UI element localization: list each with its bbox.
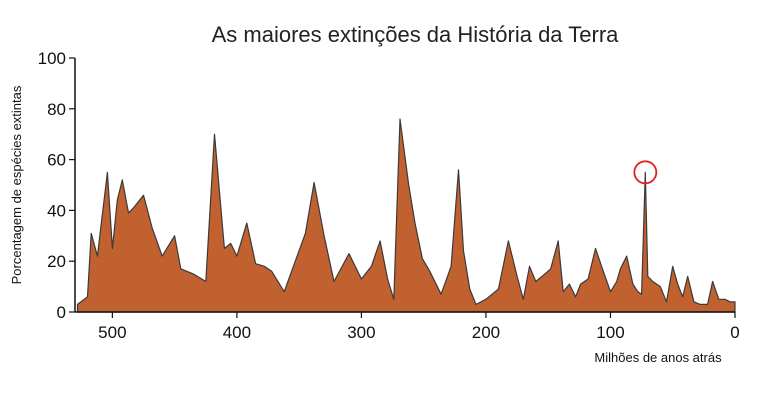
x-tick-label: 500 xyxy=(98,323,126,342)
x-tick-label: 300 xyxy=(347,323,375,342)
axes-layer xyxy=(74,58,735,313)
x-tick-label: 0 xyxy=(730,323,739,342)
ticks-layer: 0 20 40 60 80 100 500 400 300 200 100 0 xyxy=(38,49,740,342)
y-tick-label: 40 xyxy=(47,201,66,220)
y-tick-label: 80 xyxy=(47,100,66,119)
plot-area: 0 20 40 60 80 100 500 400 300 200 100 0 xyxy=(38,49,740,342)
chart-title: As maiores extinções da História da Terr… xyxy=(212,22,620,47)
x-tick-label: 100 xyxy=(596,323,624,342)
x-tick-label: 200 xyxy=(472,323,500,342)
x-tick-label: 400 xyxy=(223,323,251,342)
y-tick-label: 0 xyxy=(57,303,66,322)
y-tick-label: 60 xyxy=(47,151,66,170)
y-tick-label: 100 xyxy=(38,49,66,68)
highlight-layer xyxy=(633,160,658,185)
highlight-circle xyxy=(633,160,658,185)
x-axis-label: Milhões de anos atrás xyxy=(594,350,722,365)
area-layer xyxy=(76,118,736,313)
y-axis-label: Porcentagem de espécies extintas xyxy=(9,85,24,284)
extinction-area xyxy=(76,118,736,313)
y-tick-label: 20 xyxy=(47,252,66,271)
